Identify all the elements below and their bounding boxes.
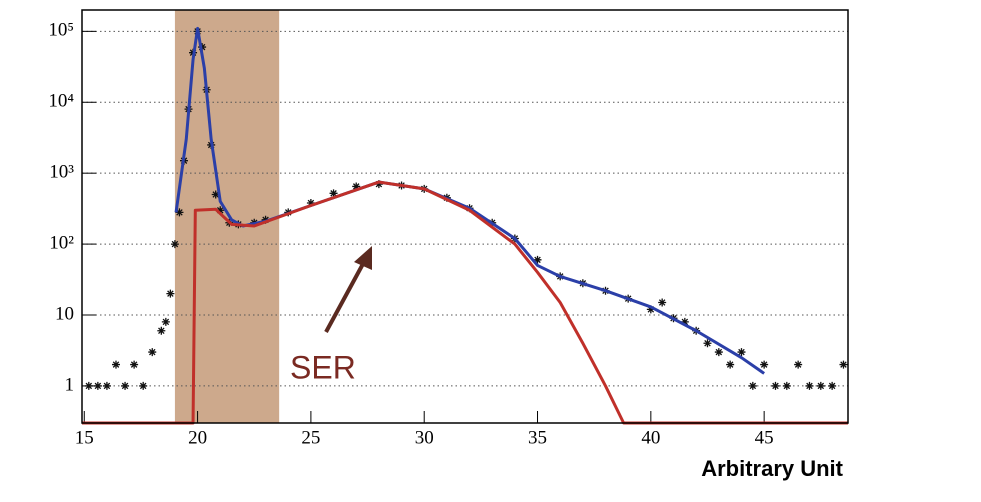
plot-frame: [81, 9, 849, 424]
data-point: [828, 381, 837, 390]
x-tick-label: 30: [415, 427, 434, 448]
fit-line: [82, 180, 848, 425]
data-point: [794, 360, 803, 369]
data-point: [760, 360, 769, 369]
data-point: [352, 182, 361, 191]
data-point: [166, 289, 175, 298]
data-point: [170, 240, 179, 249]
annotation-arrowhead: [354, 246, 372, 270]
data-point: [93, 381, 102, 390]
data-point: [211, 190, 220, 199]
y-tick-label: 1: [65, 374, 75, 395]
data-point: [533, 255, 542, 264]
data-point: [102, 381, 111, 390]
data-point: [306, 198, 315, 207]
data-point: [216, 206, 225, 215]
data-point: [680, 317, 689, 326]
x-axis-label: Arbitrary Unit: [701, 456, 843, 481]
x-tick-label: 15: [75, 427, 94, 448]
data-point: [805, 381, 814, 390]
annotation-arrow: [324, 261, 366, 333]
data-point: [111, 360, 120, 369]
data-point: [658, 298, 667, 307]
data-point: [374, 180, 383, 189]
x-tick-label: 40: [641, 427, 660, 448]
data-point: [816, 381, 825, 390]
data-point: [139, 381, 148, 390]
data-point: [175, 208, 184, 217]
data-point: [157, 326, 166, 335]
data-point: [130, 360, 139, 369]
data-point: [726, 360, 735, 369]
x-tick-label: 45: [755, 427, 774, 448]
y-tick-label: 10³: [49, 162, 74, 183]
data-point: [771, 381, 780, 390]
data-point: [748, 381, 757, 390]
data-point: [161, 317, 170, 326]
x-tick-label: 25: [301, 427, 320, 448]
data-point: [121, 381, 130, 390]
data-point: [703, 339, 712, 348]
y-tick-label: 10²: [49, 232, 74, 253]
annotation: SER: [290, 349, 356, 385]
y-tick-label: 10: [55, 303, 74, 324]
data-point: [148, 348, 157, 357]
y-tick-label: 10⁴: [48, 91, 74, 112]
data-point: [84, 381, 93, 390]
data-point: [329, 189, 338, 198]
x-tick-label: 20: [188, 427, 207, 448]
x-tick-label: 35: [528, 427, 547, 448]
data-point: [646, 305, 655, 314]
data-point: [839, 360, 848, 369]
data-point: [782, 381, 791, 390]
data-point: [714, 348, 723, 357]
data-point: [737, 348, 746, 357]
y-tick-label: 10⁵: [48, 20, 74, 41]
